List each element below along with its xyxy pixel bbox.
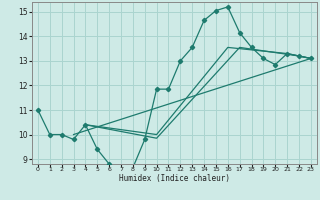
X-axis label: Humidex (Indice chaleur): Humidex (Indice chaleur) [119, 174, 230, 183]
